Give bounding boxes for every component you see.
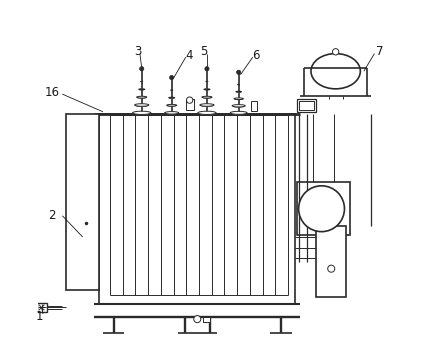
- Ellipse shape: [311, 53, 360, 89]
- Text: 1: 1: [36, 310, 43, 323]
- Ellipse shape: [165, 112, 179, 114]
- Bar: [99, 114, 295, 304]
- Bar: [37, 303, 47, 312]
- Bar: [299, 101, 315, 110]
- Ellipse shape: [166, 113, 177, 114]
- Circle shape: [205, 67, 209, 71]
- Circle shape: [328, 265, 335, 272]
- Ellipse shape: [137, 96, 147, 98]
- Ellipse shape: [206, 81, 208, 82]
- Circle shape: [299, 186, 345, 232]
- Ellipse shape: [233, 105, 244, 107]
- Ellipse shape: [168, 105, 176, 107]
- Ellipse shape: [166, 104, 177, 106]
- Ellipse shape: [134, 113, 149, 115]
- Text: 7: 7: [376, 45, 383, 58]
- Ellipse shape: [134, 104, 149, 106]
- Ellipse shape: [201, 105, 213, 107]
- Bar: [297, 182, 350, 235]
- Circle shape: [237, 70, 241, 74]
- Text: 4: 4: [186, 49, 193, 62]
- Ellipse shape: [202, 96, 212, 98]
- Ellipse shape: [234, 98, 244, 99]
- Ellipse shape: [203, 97, 211, 98]
- Bar: [186, 99, 193, 110]
- Bar: [297, 99, 316, 112]
- Ellipse shape: [169, 97, 175, 98]
- Circle shape: [140, 67, 144, 71]
- Bar: [251, 101, 257, 111]
- Bar: [316, 226, 346, 297]
- Ellipse shape: [232, 105, 245, 107]
- Ellipse shape: [141, 81, 143, 82]
- Ellipse shape: [232, 113, 245, 115]
- Circle shape: [187, 97, 193, 103]
- Text: 6: 6: [253, 49, 260, 62]
- Circle shape: [169, 75, 174, 80]
- Ellipse shape: [236, 91, 241, 92]
- Ellipse shape: [138, 97, 146, 98]
- Text: 5: 5: [200, 45, 207, 58]
- Ellipse shape: [230, 112, 247, 114]
- Ellipse shape: [204, 89, 210, 90]
- Ellipse shape: [136, 105, 147, 107]
- Ellipse shape: [139, 89, 145, 90]
- Text: 3: 3: [134, 45, 142, 58]
- Text: 2: 2: [48, 209, 56, 222]
- Ellipse shape: [200, 104, 214, 106]
- Ellipse shape: [199, 113, 214, 115]
- Bar: [202, 316, 210, 321]
- Ellipse shape: [235, 99, 242, 100]
- Ellipse shape: [198, 111, 216, 114]
- Bar: [66, 114, 99, 290]
- Ellipse shape: [205, 89, 209, 90]
- Circle shape: [333, 48, 339, 55]
- Ellipse shape: [133, 111, 151, 114]
- Circle shape: [194, 315, 201, 322]
- Text: 16: 16: [45, 86, 59, 99]
- Ellipse shape: [139, 89, 144, 90]
